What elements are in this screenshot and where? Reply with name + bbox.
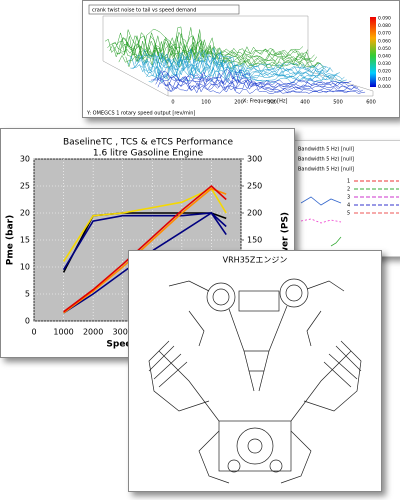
colorbar-label: 0.030 [378,61,391,67]
chart-title: BaselineTC , TCS & eTCS Performance [63,138,234,148]
x-tick-label: 0 [31,328,36,337]
x-tick-label: 400 [300,100,310,106]
y-tick-label: 15 [20,236,30,245]
y-tick-label: 25 [20,182,30,191]
x-tick-label: 100 [201,100,211,106]
waterfall-window: crank twist noise to tail vs speed deman… [82,0,400,118]
x-tick-label: 2000 [83,328,103,337]
colorbar [370,17,376,87]
legend-number: 2 [347,187,350,193]
x-tick-label: 0 [171,100,174,106]
surface-line [160,78,359,90]
legend-number: 3 [347,195,350,201]
trace [300,218,342,224]
colorbar-label: 0.020 [378,69,391,75]
engine-drawing: VRH35Zエンジン [148,256,362,484]
waterfall-plot: crank twist noise to tail vs speed deman… [86,4,391,117]
legend-number: 5 [347,211,350,217]
waterfall-title: crank twist noise to tail vs speed deman… [92,8,196,14]
colorbar-label: 0.050 [378,46,391,52]
y-tick-label: 30 [20,155,30,164]
trace [300,196,342,206]
x-label: X: Frequency [Hz] [243,99,287,105]
legend-entry: Bandwidth 5 Hz) [null] [298,147,354,153]
colorbar-label: 0.090 [378,16,391,22]
legend-panel: Bandwidth 5 Hz) [null] Bandwidth 5 Hz) [n… [298,147,399,247]
x-tick-label: 300 [267,100,277,106]
legend-number: 1 [347,179,350,185]
colorbar-label: 0.040 [378,54,391,60]
y-tick-label: 10 [20,263,30,272]
surface-line [164,82,363,93]
chart-subtitle: 1.6 litre Gasoline Engine [93,149,204,159]
y-axis-label: Pme (bar) [6,215,16,265]
colorbar-label: 0.080 [378,23,391,29]
engine-lines [148,278,362,484]
y2-tick-label: 250 [247,182,262,191]
x-tick-label: 1000 [53,328,73,337]
series-line [63,187,227,314]
x-tick-label: 500 [333,100,343,106]
x-tick-label: 600 [366,100,376,106]
surface-line [109,31,308,60]
y2-tick-label: 300 [247,155,262,164]
colorbar-label: 0.060 [378,38,391,44]
surface-line [137,55,336,76]
series-line [63,184,227,313]
y2-axis-label: Power (PS) [281,212,291,268]
x-tick-label: 200 [234,100,244,106]
legend-entry: Bandwidth 5 Hz) [null] [298,167,354,173]
trace [330,236,342,247]
surface-line [166,84,366,94]
x-tick-label: 3000 [113,328,133,337]
colorbar-label: 0.010 [378,76,391,82]
legend-entry: Bandwidth 5 Hz) [null] [298,157,354,163]
y-tick-label: 5 [25,290,30,299]
y-label: Y: OMEGCS 1 rotary speed output [rev/min… [86,111,195,117]
surface-line [148,67,347,84]
surface-line [111,31,311,61]
y2-tick-label: 200 [247,209,262,218]
y-tick-label: 0 [25,317,30,326]
legend-number: 4 [347,203,350,209]
drawing-title: VRH35Zエンジン [223,256,288,265]
surface-line [104,26,304,56]
drawing-window: VRH35Zエンジン [128,250,382,492]
y2-tick-label: 150 [247,236,262,245]
surface-line [157,76,357,89]
surface-line [130,50,329,72]
surface-line [153,70,352,86]
y-tick-label: 20 [20,209,30,218]
surface-line [141,59,340,79]
colorbar-label: 0.070 [378,31,391,37]
title-box [88,4,240,15]
axis-frame [102,15,374,97]
surface-line [120,41,320,67]
colorbar-label: 0.000 [378,84,391,90]
